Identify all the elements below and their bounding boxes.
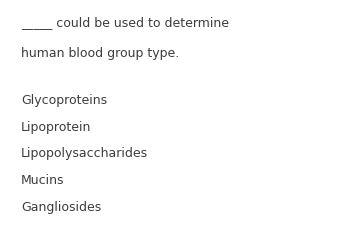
Text: Lipopolysaccharides: Lipopolysaccharides: [21, 147, 148, 161]
Text: Glycoproteins: Glycoproteins: [21, 94, 107, 107]
Text: human blood group type.: human blood group type.: [21, 47, 179, 60]
Text: Mucins: Mucins: [21, 174, 64, 187]
Text: Gangliosides: Gangliosides: [21, 201, 101, 214]
Text: _____ could be used to determine: _____ could be used to determine: [21, 16, 229, 29]
Text: Lipoprotein: Lipoprotein: [21, 121, 91, 134]
